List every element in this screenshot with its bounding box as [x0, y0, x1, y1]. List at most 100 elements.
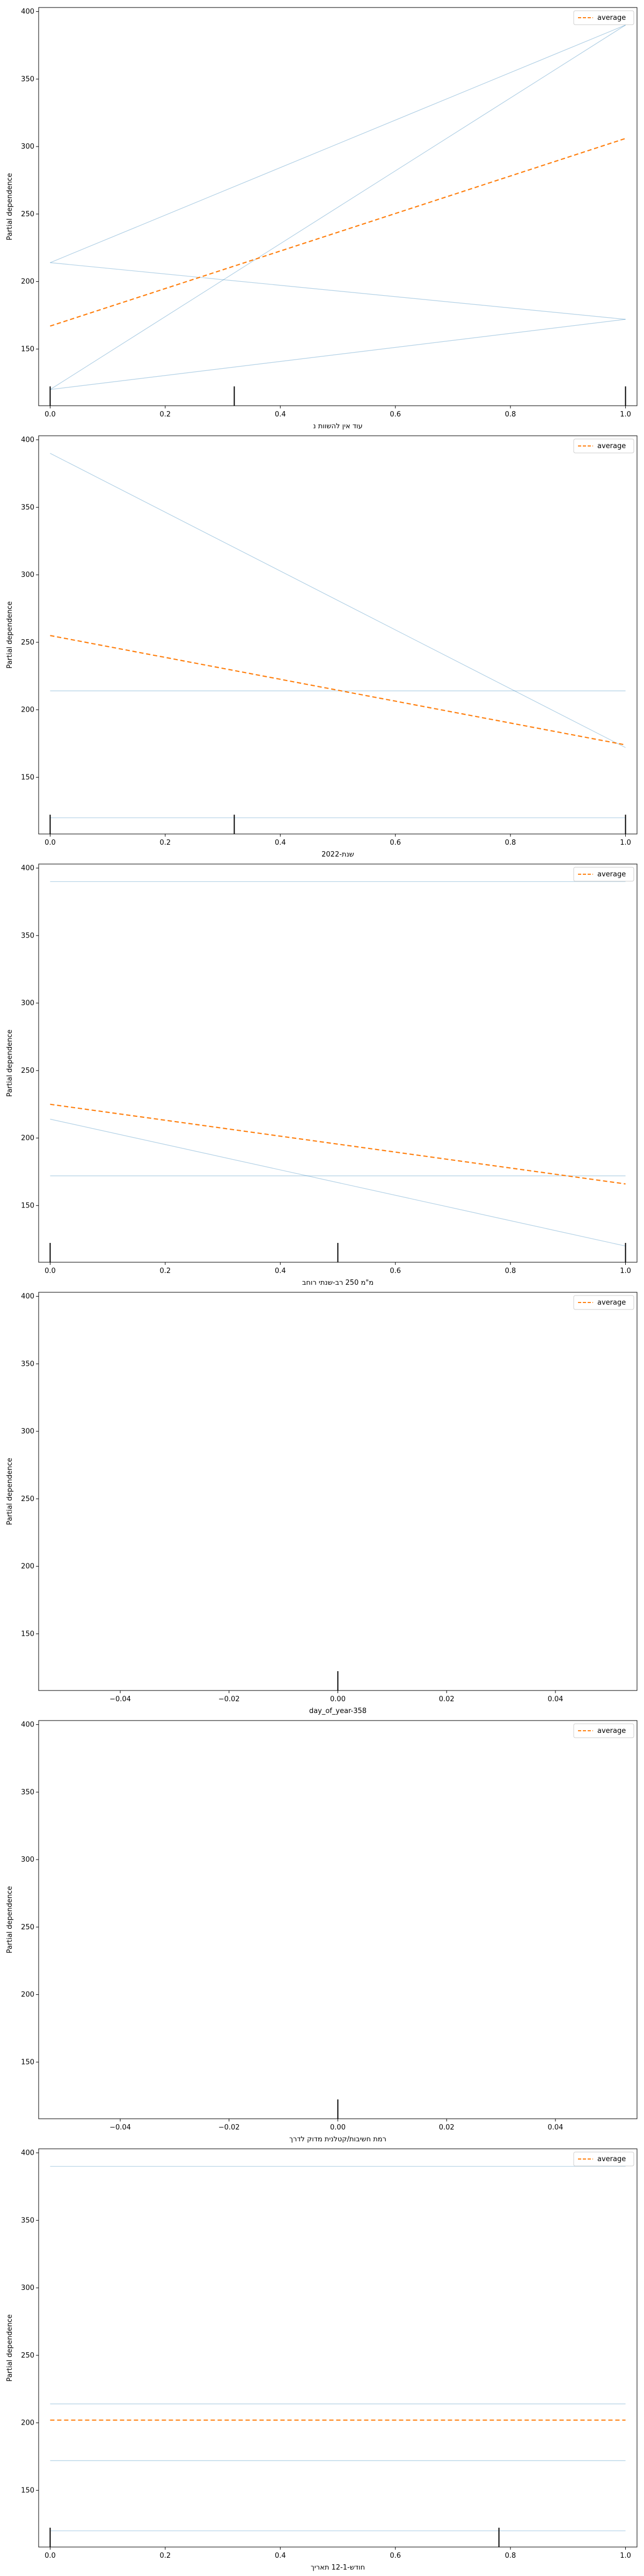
- y-tick-label: 150: [21, 1630, 34, 1638]
- chart-panel-1: 150 200 250 300 350 400 0.0 0.2 0.4 0.6 0.8 1.0 aver…: [6, 7, 638, 430]
- chart-panel-4: 150 200 250 300 350 400 −0.04 −0.02 0.00 0.02 0.04…: [6, 1292, 638, 1715]
- x-tick-label: 0.02: [439, 1695, 455, 1703]
- legend-label: average: [597, 442, 626, 450]
- x-tick-label: 0.6: [390, 1267, 401, 1275]
- y-tick-label: 200: [21, 2419, 34, 2427]
- legend-box: [573, 438, 634, 453]
- legend-box: [573, 1295, 634, 1310]
- y-tick-label: 200: [21, 1991, 34, 1999]
- x-tick-label: 0.4: [275, 839, 286, 847]
- x-tick-label: 0.4: [275, 411, 286, 419]
- ice-line: [50, 453, 626, 748]
- x-tick-label: 0.8: [505, 2552, 516, 2560]
- plot-frame: [38, 2148, 638, 2548]
- legend-label: average: [597, 1299, 626, 1307]
- x-tick-label: 1.0: [620, 411, 631, 419]
- ice-line: [50, 1118, 626, 1247]
- x-tick-label: 0.8: [505, 1267, 516, 1275]
- x-tick-label: 0.6: [390, 411, 401, 419]
- legend-label: average: [597, 14, 626, 22]
- y-axis-label: Partial dependence: [6, 1886, 14, 1953]
- y-tick-label: 200: [21, 1563, 34, 1571]
- average-line: [50, 137, 626, 327]
- y-tick-label: 200: [21, 1135, 34, 1143]
- y-tick-label: 200: [21, 278, 34, 286]
- ice-line: [50, 319, 626, 390]
- y-tick-label: 400: [21, 1293, 34, 1301]
- legend-label: average: [597, 1727, 626, 1735]
- y-tick-label: 400: [21, 2149, 34, 2157]
- y-tick-label: 400: [21, 865, 34, 873]
- y-tick-label: 300: [21, 571, 34, 579]
- x-tick-label: 0.04: [547, 2124, 563, 2132]
- ice-line: [50, 25, 626, 263]
- y-tick-label: 150: [21, 1202, 34, 1210]
- y-tick-label: 250: [21, 1067, 34, 1075]
- x-axis-label: day_of_year-358: [309, 1707, 367, 1715]
- x-tick-label: 0.0: [45, 839, 56, 847]
- x-tick-label: 0.8: [505, 411, 516, 419]
- y-tick-label: 150: [21, 345, 34, 353]
- x-tick-label: 0.0: [45, 411, 56, 419]
- legend-box: [573, 1723, 634, 1738]
- x-tick-label: 1.0: [620, 839, 631, 847]
- y-tick-label: 150: [21, 2486, 34, 2494]
- plot-frame: [38, 863, 638, 1263]
- y-tick-label: 300: [21, 2284, 34, 2292]
- plot-frame: [38, 435, 638, 835]
- legend-box: [573, 867, 634, 882]
- x-tick-label: −0.04: [109, 1695, 131, 1703]
- chart-panel-6: 150 200 250 300 350 400 0.0 0.2 0.4 0.6 0.8 1.0 aver…: [6, 2148, 638, 2572]
- legend-box: [573, 10, 634, 25]
- y-tick-label: 250: [21, 2352, 34, 2360]
- y-tick-label: 300: [21, 1856, 34, 1864]
- x-tick-label: 0.00: [330, 2124, 346, 2132]
- y-tick-label: 400: [21, 8, 34, 16]
- y-tick-label: 350: [21, 1360, 34, 1368]
- y-tick-label: 250: [21, 1923, 34, 1931]
- x-tick-label: 0.00: [330, 1695, 346, 1703]
- x-axis-label: חודש-12-1 תאריך: [311, 2564, 365, 2572]
- x-tick-label: 0.2: [160, 839, 171, 847]
- x-tick-label: 1.0: [620, 1267, 631, 1275]
- x-tick-label: 0.2: [160, 1267, 171, 1275]
- y-tick-label: 200: [21, 706, 34, 714]
- plot-frame: [38, 7, 638, 406]
- y-tick-label: 400: [21, 436, 34, 444]
- ice-line: [50, 262, 626, 320]
- x-axis-label: עוד אין להשוות נ: [313, 422, 362, 430]
- x-tick-label: −0.02: [218, 2124, 240, 2132]
- y-tick-label: 350: [21, 2216, 34, 2224]
- legend-label: average: [597, 2155, 626, 2163]
- x-tick-label: 0.4: [275, 1267, 286, 1275]
- y-tick-label: 300: [21, 1428, 34, 1436]
- x-axis-label: מ"מ 250 רב-שנתי רוחב: [302, 1279, 374, 1287]
- x-tick-label: 0.02: [439, 2124, 455, 2132]
- y-axis-label: Partial dependence: [6, 601, 14, 668]
- x-tick-label: 0.0: [45, 2552, 56, 2560]
- plot-frame: [38, 1720, 638, 2119]
- y-tick-label: 350: [21, 503, 34, 511]
- legend-box: [573, 2151, 634, 2167]
- y-axis-label: Partial dependence: [6, 173, 14, 240]
- y-tick-label: 350: [21, 75, 34, 83]
- x-axis-label: שנת-2022: [321, 851, 354, 859]
- y-tick-label: 250: [21, 639, 34, 647]
- y-tick-label: 350: [21, 932, 34, 940]
- y-axis-label: Partial dependence: [6, 2314, 14, 2381]
- chart-panel-2: 150 200 250 300 350 400 0.0 0.2 0.4 0.6 0.8 1.0 aver…: [6, 435, 638, 859]
- x-tick-label: 0.0: [45, 1267, 56, 1275]
- x-tick-label: 0.2: [160, 2552, 171, 2560]
- y-tick-label: 150: [21, 773, 34, 781]
- ice-line: [50, 25, 626, 390]
- x-tick-label: 1.0: [620, 2552, 631, 2560]
- chart-panel-5: 150 200 250 300 350 400 −0.04 −0.02 0.00 0.02 0.04…: [6, 1720, 638, 2143]
- x-tick-label: 0.6: [390, 839, 401, 847]
- y-tick-label: 350: [21, 1788, 34, 1796]
- x-tick-label: 0.8: [505, 839, 516, 847]
- y-tick-label: 400: [21, 1721, 34, 1729]
- x-tick-label: −0.02: [218, 1695, 240, 1703]
- legend-label: average: [597, 870, 626, 879]
- y-tick-label: 250: [21, 210, 34, 218]
